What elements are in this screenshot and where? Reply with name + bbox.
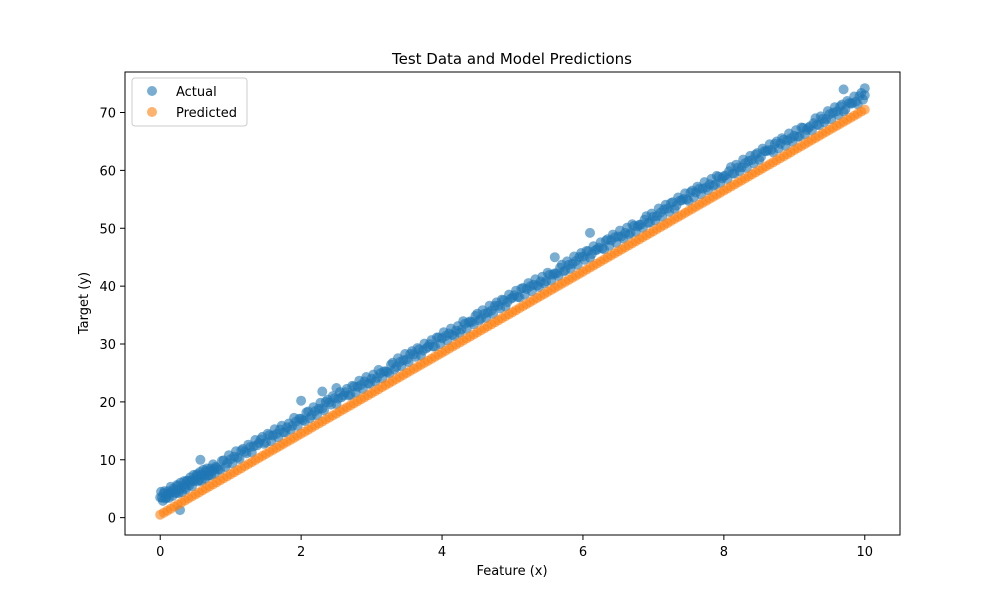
y-tick-label: 70: [99, 107, 116, 122]
data-point-actual: [234, 454, 245, 464]
x-tick-label: 2: [297, 545, 305, 560]
plot-area-frame: [124, 71, 901, 536]
x-tick-label: 0: [156, 545, 164, 560]
y-tick-label: 20: [99, 396, 116, 411]
data-point-actual: [317, 386, 328, 397]
legend-label-actual: Actual: [176, 85, 217, 100]
data-point-actual: [331, 383, 342, 393]
x-tick-label: 6: [579, 545, 587, 560]
y-axis-ticks: 0 10 20 30 40 50 60 70: [99, 107, 125, 527]
x-tick-label: 4: [438, 545, 446, 560]
x-tick-label: 10: [856, 545, 873, 560]
y-axis-label: Target (y): [77, 272, 92, 335]
y-tick-label: 0: [108, 512, 116, 527]
legend-frame: [131, 77, 248, 127]
y-tick-label: 30: [99, 338, 116, 353]
legend-marker-predicted: [147, 107, 157, 117]
y-tick-label: 50: [99, 222, 116, 237]
data-point-actual: [859, 90, 870, 101]
x-axis-ticks: 0 2 4 6 8 10: [156, 535, 873, 560]
data-point-actual: [549, 252, 560, 263]
data-point-actual: [403, 357, 414, 368]
data-point-predicted: [859, 104, 870, 115]
legend-label-predicted: Predicted: [176, 106, 237, 121]
chart-title: Test Data and Model Predictions: [391, 50, 632, 68]
legend: Actual Predicted: [131, 77, 248, 127]
legend-marker-actual: [147, 86, 157, 96]
data-point-actual: [195, 454, 206, 465]
y-tick-label: 40: [99, 280, 116, 295]
y-tick-label: 10: [99, 454, 116, 469]
plot-points: [155, 83, 870, 520]
data-point-actual: [296, 395, 307, 406]
data-point-actual: [572, 259, 583, 270]
data-point-actual: [319, 405, 329, 416]
data-point-actual: [838, 84, 849, 95]
y-tick-label: 60: [99, 164, 116, 179]
x-tick-label: 8: [720, 545, 728, 560]
data-point-actual: [859, 83, 870, 94]
data-point-actual: [585, 227, 595, 238]
x-axis-label: Feature (x): [476, 564, 547, 579]
